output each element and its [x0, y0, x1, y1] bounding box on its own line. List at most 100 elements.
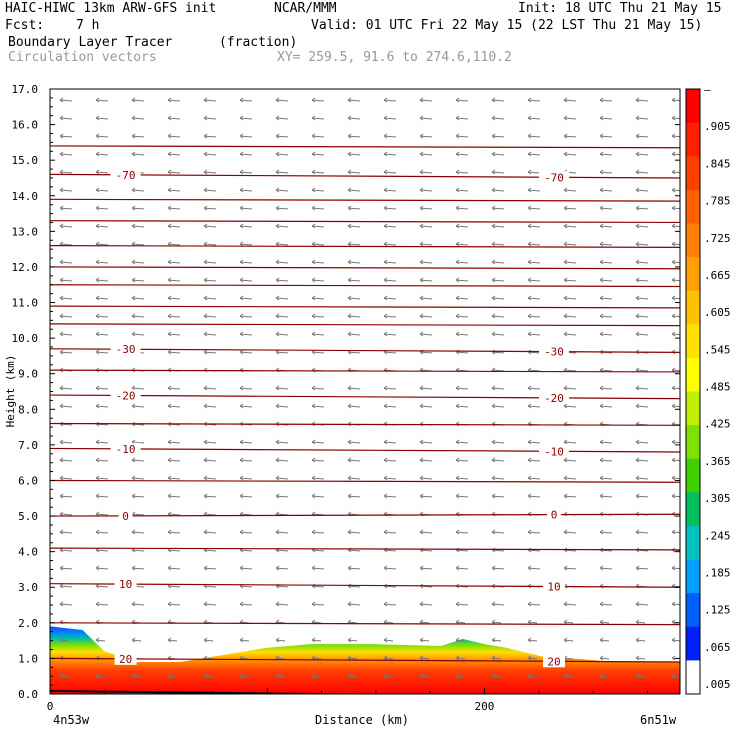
- vector-arrow: [311, 441, 325, 444]
- vector-arrow: [239, 279, 253, 282]
- vector-arrow: [59, 225, 73, 228]
- vector-arrow: [203, 477, 217, 480]
- vector-arrow: [167, 603, 181, 606]
- vector-arrow: [131, 225, 145, 228]
- vector-head: [239, 475, 244, 481]
- vector-head: [347, 529, 352, 535]
- vector-head: [203, 349, 208, 355]
- vector-arrow: [563, 549, 577, 552]
- vector-head: [671, 475, 676, 481]
- vector-head: [95, 313, 100, 319]
- vector-arrow: [455, 495, 469, 498]
- vector-arrow: [167, 441, 181, 444]
- vector-arrow: [59, 99, 73, 102]
- vector-arrow: [491, 621, 502, 624]
- vector-arrow: [131, 279, 145, 282]
- vector-arrow: [167, 225, 181, 228]
- vector-head: [275, 295, 280, 301]
- header-valid-time: Valid: 01 UTC Fri 22 May 15 (22 LST Thu …: [311, 18, 703, 33]
- vector-arrow: [527, 657, 538, 660]
- vector-head: [383, 259, 388, 265]
- vector-arrow: [491, 99, 505, 102]
- vector-arrow: [491, 243, 505, 246]
- vector-head: [167, 403, 172, 409]
- vector-head: [275, 313, 280, 319]
- vector-arrow: [59, 315, 73, 318]
- vector-head: [59, 493, 64, 499]
- vector-arrow: [203, 675, 214, 678]
- vector-arrow: [599, 441, 613, 444]
- vector-head: [635, 457, 640, 463]
- vector-arrow: [527, 405, 541, 408]
- vector-arrow: [203, 549, 217, 552]
- colorbar-swatch: [686, 458, 700, 493]
- vector-head: [671, 295, 676, 301]
- vector-head: [203, 295, 208, 301]
- vector-arrow: [419, 621, 430, 624]
- vector-arrow: [59, 333, 73, 336]
- vector-head: [599, 565, 604, 571]
- vector-arrow: [347, 675, 358, 678]
- vector-arrow: [635, 621, 646, 624]
- vector-arrow: [275, 603, 289, 606]
- vector-arrow: [311, 495, 325, 498]
- vector-arrow: [599, 495, 613, 498]
- vector-head: [311, 637, 316, 643]
- vector-head: [563, 187, 568, 193]
- vector-arrow: [311, 459, 325, 462]
- vector-head: [347, 565, 352, 571]
- vector-head: [347, 97, 352, 103]
- vector-arrow: [527, 315, 541, 318]
- vector-arrow: [671, 369, 680, 372]
- vector-arrow: [59, 423, 73, 426]
- vector-head: [95, 205, 100, 211]
- vector-head: [203, 565, 208, 571]
- vector-arrow: [491, 333, 505, 336]
- vector-arrow: [167, 333, 181, 336]
- vector-arrow: [347, 189, 361, 192]
- vector-head: [455, 655, 460, 661]
- vector-arrow: [455, 333, 469, 336]
- colorbar-swatch: [686, 122, 700, 157]
- vector-head: [275, 439, 280, 445]
- vector-head: [527, 457, 532, 463]
- vector-head: [491, 223, 496, 229]
- colorbar-swatch: [686, 324, 700, 359]
- vector-head: [527, 97, 532, 103]
- vector-head: [455, 97, 460, 103]
- vector-arrow: [671, 387, 680, 390]
- vector-head: [59, 169, 64, 175]
- vector-arrow: [527, 171, 541, 174]
- vector-head: [419, 637, 424, 643]
- colorbar-label: .365: [704, 455, 731, 468]
- vector-arrow: [599, 657, 610, 660]
- vector-arrow: [311, 639, 322, 642]
- y-tick-label: 12.0: [12, 261, 39, 274]
- vector-arrow: [491, 405, 505, 408]
- contour-line: [50, 422, 680, 426]
- vector-arrow: [563, 153, 577, 156]
- vector-head: [635, 205, 640, 211]
- vector-arrow: [239, 639, 250, 642]
- y-tick-label: 0.0: [18, 688, 38, 701]
- vector-arrow: [527, 639, 538, 642]
- vector-arrow: [347, 117, 361, 120]
- vector-head: [275, 385, 280, 391]
- vector-head: [491, 259, 496, 265]
- vector-arrow: [635, 531, 649, 534]
- vector-arrow: [275, 117, 289, 120]
- vector-arrow: [635, 675, 646, 678]
- vector-arrow: [599, 99, 613, 102]
- vector-head: [491, 493, 496, 499]
- vector-arrow: [347, 279, 361, 282]
- vector-arrow: [491, 549, 505, 552]
- vector-arrow: [239, 297, 253, 300]
- vector-arrow: [635, 603, 649, 606]
- vector-head: [347, 385, 352, 391]
- vector-arrow: [455, 117, 469, 120]
- vector-head: [347, 313, 352, 319]
- vector-arrow: [203, 459, 217, 462]
- vector-arrow: [671, 315, 680, 318]
- colorbar-label: –: [704, 83, 711, 96]
- vector-head: [419, 223, 424, 229]
